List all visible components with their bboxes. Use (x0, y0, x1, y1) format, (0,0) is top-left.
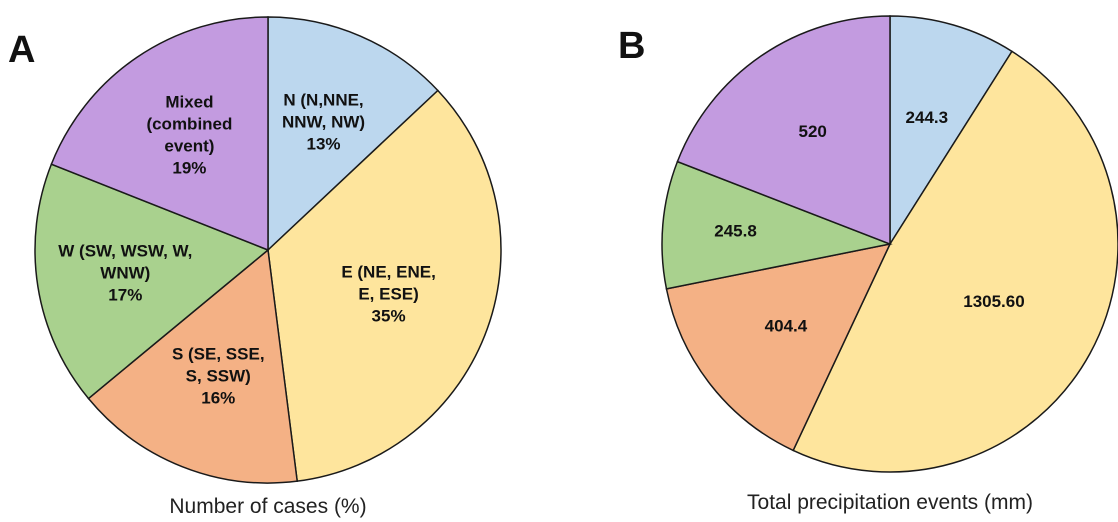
pie-b-slice-label-0: 244.3 (906, 108, 949, 127)
slice-label-line: E (NE, ENE, (341, 262, 435, 281)
panel-b-letter: B (618, 25, 645, 67)
slice-label-line: W (SW, WSW, W, (58, 242, 192, 261)
slice-label-line: NNW, NW) (282, 113, 365, 132)
pie-a-slice-1 (267, 89, 502, 483)
slice-label-line: 245.8 (714, 222, 757, 241)
slice-label-line: event) (164, 136, 214, 155)
pie-chart-b: 244.3 1305.60 404.4 245.8 520 (661, 15, 1118, 473)
pie-a-slice-label-0: N (N,NNE, NNW, NW) 13% (282, 91, 365, 154)
pie-b-caption: Total precipitation events (mm) (747, 491, 1033, 514)
slice-label-line: E, ESE) (358, 284, 418, 303)
pie-b-slice-0 (889, 15, 1013, 247)
slice-label-line: N (N,NNE, (283, 91, 363, 110)
slice-label-line: S (SE, SSE, (172, 345, 265, 364)
pie-b-slice-3 (661, 160, 893, 290)
pie-b-slice-label-1: 1305.60 (963, 292, 1024, 311)
pie-a-slice-2 (87, 248, 299, 484)
slice-label-line: WNW) (100, 264, 150, 283)
pie-a-slice-label-2: S (SE, SSE, S, SSW) 16% (172, 345, 265, 408)
slice-label-line: 520 (799, 122, 827, 141)
pie-a-slice-label-3: W (SW, WSW, W, WNW) 17% (58, 242, 192, 305)
slice-label-line: 16% (201, 389, 235, 408)
slice-label-line: 19% (172, 158, 206, 177)
slice-label-line: 13% (307, 135, 341, 154)
pie-a-slice-0 (267, 16, 439, 252)
pie-b-slice-label-2: 404.4 (765, 317, 808, 336)
slice-label-line: 17% (108, 286, 142, 305)
pie-a-slice-label-4: Mixed (combined event) 19% (146, 92, 232, 177)
pie-b-slice-4 (676, 15, 891, 246)
pie-a-slice-3 (34, 163, 270, 400)
pie-b-slice-2 (665, 242, 892, 452)
slice-label-line: S, SSW) (186, 367, 251, 386)
pie-a-slice-4 (50, 16, 269, 252)
pie-a-caption: Number of cases (%) (169, 495, 366, 518)
pie-b-slice-label-4: 520 (799, 122, 827, 141)
pie-b-slice-1 (792, 50, 1118, 473)
slice-label-line: 244.3 (906, 108, 949, 127)
slice-label-line: 404.4 (765, 317, 808, 336)
pie-b-slice-label-3: 245.8 (714, 222, 757, 241)
pie-a-slice-label-1: E (NE, ENE, E, ESE) 35% (341, 262, 435, 325)
slice-label-line: Mixed (165, 92, 213, 111)
slice-label-line: 35% (372, 306, 406, 325)
panel-a-letter: A (8, 29, 35, 71)
slice-label-line: 1305.60 (963, 292, 1024, 311)
slice-label-line: (combined (146, 114, 232, 133)
pie-chart-a: N (N,NNE, NNW, NW) 13% E (NE, ENE, E, ESE) 35… (34, 16, 502, 484)
